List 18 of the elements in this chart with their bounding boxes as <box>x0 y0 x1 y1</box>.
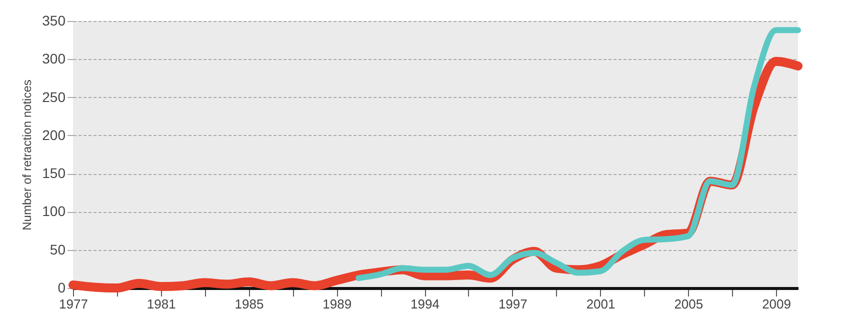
y-tick-label: 350 <box>42 12 66 28</box>
y-tick-label: 300 <box>42 50 66 67</box>
y-axis-title: Number of retraction notices <box>20 80 34 230</box>
y-tick-label: 50 <box>50 241 66 258</box>
x-tick-label: 1977 <box>59 296 88 312</box>
y-tick-label: 200 <box>42 126 66 143</box>
y-tick-label: 100 <box>42 203 66 220</box>
x-tick-label: 1989 <box>322 296 352 312</box>
x-tick-label: 2001 <box>586 296 616 312</box>
y-tick-label: 150 <box>42 165 66 182</box>
y-tick-label: 250 <box>42 88 66 105</box>
x-tick-label: 1994 <box>410 296 440 312</box>
x-tick-label: 1997 <box>498 296 528 312</box>
x-tick-label: 1981 <box>146 296 176 312</box>
x-tick-label: 1985 <box>234 296 264 312</box>
x-tick-label: 2009 <box>762 296 791 312</box>
y-tick-label: 0 <box>58 280 66 296</box>
x-tick-label: 2005 <box>674 296 704 312</box>
